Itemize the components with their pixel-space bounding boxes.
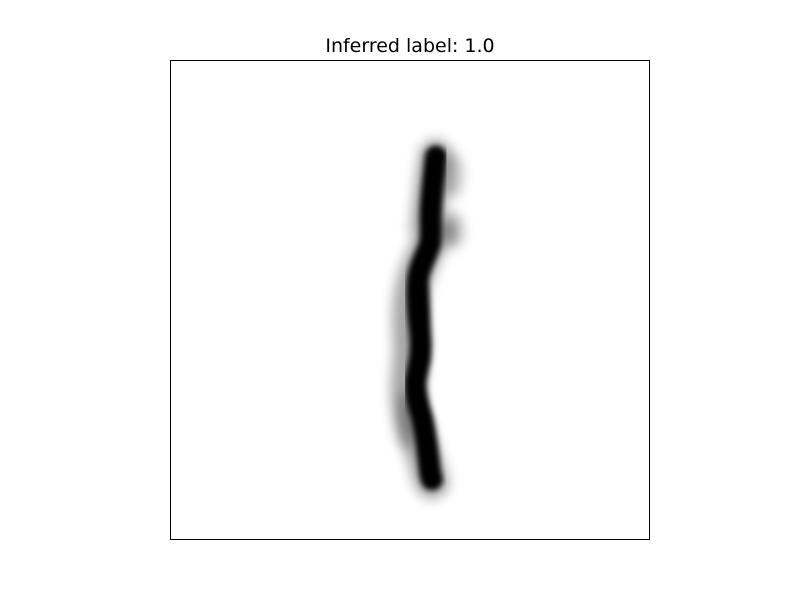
digit-stroke-core xyxy=(404,145,447,491)
figure-title: Inferred label: 1.0 xyxy=(325,35,495,57)
image-axes xyxy=(170,60,650,540)
digit-image xyxy=(390,139,463,499)
